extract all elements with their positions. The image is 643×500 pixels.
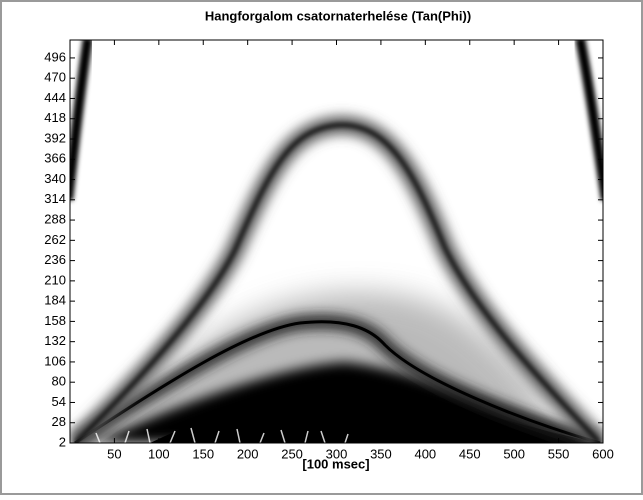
x-tick-label: 50 xyxy=(107,446,121,461)
y-tick-label: 210 xyxy=(44,272,66,287)
y-tick-label: 106 xyxy=(44,353,66,368)
y-tick-label: 28 xyxy=(52,414,66,429)
y-tick-label: 496 xyxy=(44,49,66,64)
x-tick-label: 250 xyxy=(281,446,303,461)
chart-title: Hangforgalom csatornaterhelése (Tan(Phi)… xyxy=(205,8,471,23)
x-axis-label: [100 msec] xyxy=(302,456,369,471)
x-tick-label: 450 xyxy=(459,446,481,461)
y-tick-label: 132 xyxy=(44,333,66,348)
y-tick-label: 262 xyxy=(44,232,66,247)
y-tick-label: 288 xyxy=(44,212,66,227)
y-tick-label: 340 xyxy=(44,171,66,186)
y-tick-label: 158 xyxy=(44,313,66,328)
x-tick-label: 150 xyxy=(192,446,214,461)
y-tick-label: 2 xyxy=(59,434,66,449)
y-tick-label: 54 xyxy=(52,394,66,409)
x-tick-label: 400 xyxy=(414,446,436,461)
x-tick-label: 300 xyxy=(326,446,348,461)
y-tick-label: 366 xyxy=(44,151,66,166)
y-tick-label: 444 xyxy=(44,90,66,105)
x-tick-label: 550 xyxy=(548,446,570,461)
y-tick-label: 418 xyxy=(44,110,66,125)
x-tick-label: 600 xyxy=(592,446,614,461)
x-tick-label: 350 xyxy=(370,446,392,461)
y-tick-label: 392 xyxy=(44,130,66,145)
y-tick-label: 184 xyxy=(44,293,66,308)
x-tick-label: 100 xyxy=(148,446,170,461)
image xyxy=(70,40,603,443)
y-tick-label: 314 xyxy=(44,191,66,206)
y-tick-label: 470 xyxy=(44,70,66,85)
x-tick-label: 200 xyxy=(237,446,259,461)
x-tick-label: 500 xyxy=(503,446,525,461)
y-tick-label: 236 xyxy=(44,252,66,267)
y-tick-label: 80 xyxy=(52,374,66,389)
